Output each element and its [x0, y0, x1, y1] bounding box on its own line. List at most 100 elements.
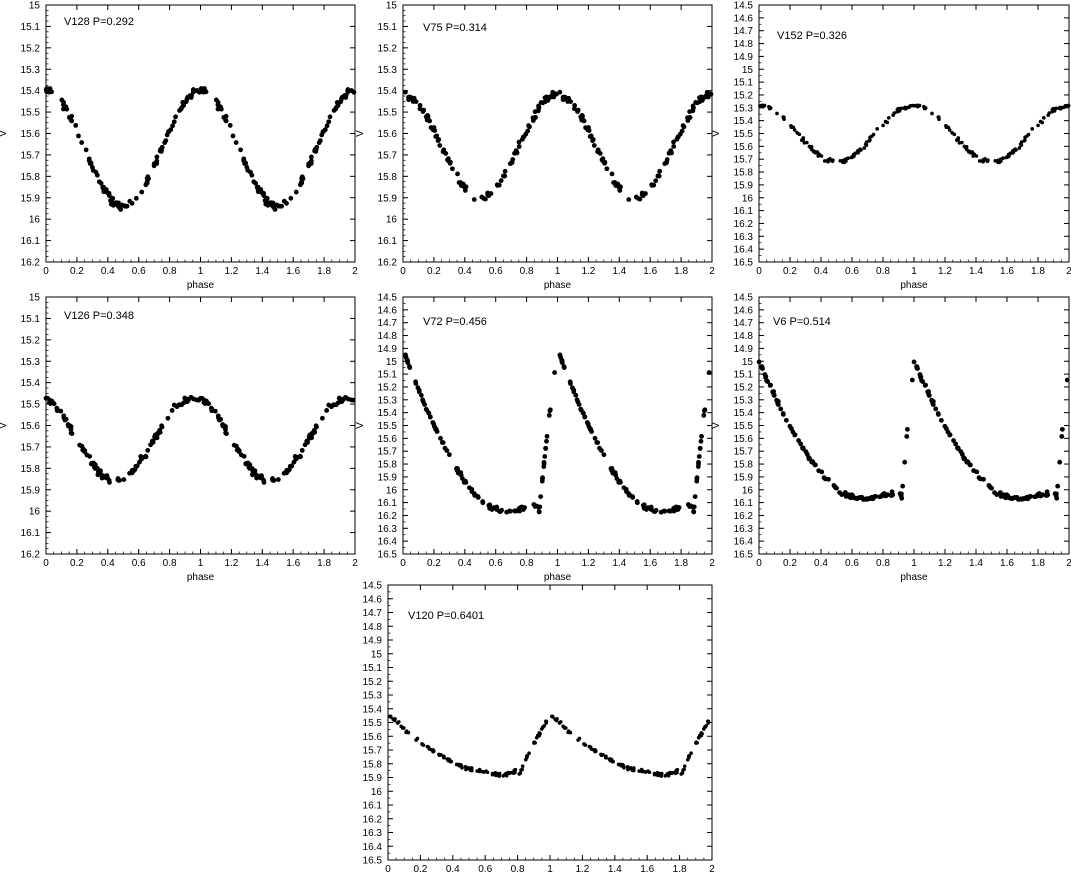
y-tick-label: 15.9: [378, 472, 398, 483]
y-tick-label: 15.1: [734, 370, 754, 381]
x-tick-label: 1.4: [612, 558, 626, 569]
data-point: [168, 127, 174, 133]
y-tick-label: 15.8: [378, 460, 398, 471]
y-tick-label: 15.8: [21, 464, 41, 475]
data-point: [591, 143, 597, 148]
data-points: [388, 714, 711, 778]
y-tick-label: 15.2: [734, 90, 754, 101]
data-point: [696, 735, 701, 740]
data-point: [178, 106, 184, 112]
data-point: [817, 152, 822, 157]
data-point: [575, 109, 580, 114]
data-point: [151, 163, 157, 169]
data-point: [333, 402, 339, 408]
x-tick-label: 1.4: [612, 266, 626, 277]
data-point: [171, 119, 177, 125]
y-tick-label: 16: [386, 215, 398, 226]
data-point: [871, 132, 876, 137]
data-point: [1019, 143, 1024, 147]
data-point: [463, 184, 469, 190]
data-point: [487, 505, 493, 511]
y-tick-label: 15.6: [21, 421, 41, 432]
data-point: [771, 393, 777, 398]
x-tick-label: 1: [198, 266, 204, 277]
data-point: [546, 412, 552, 418]
y-tick-label: 16.1: [21, 236, 41, 247]
data-point: [598, 448, 604, 453]
data-point: [543, 445, 549, 451]
panel-p6: 0 0.2 0.4 0.6 0.8 1 1.2 1.4 1.6 1.8 2 14.514.6 14.7 1…: [711, 293, 1071, 584]
data-point: [706, 720, 710, 724]
y-tick-label: 15.6: [21, 129, 41, 140]
data-point: [498, 178, 504, 184]
data-point: [771, 389, 777, 394]
y-tick-label: 16.2: [734, 511, 754, 522]
data-point: [551, 94, 557, 100]
data-point: [242, 159, 248, 165]
y-tick-label: 16.4: [363, 842, 383, 853]
data-point: [311, 430, 316, 435]
y-tick-label: 15.6: [378, 434, 398, 445]
x-tick-label: 1.4: [969, 558, 983, 569]
x-tick-label: 1.8: [317, 558, 331, 569]
x-axis-label: phase: [544, 280, 572, 291]
data-point: [227, 122, 233, 128]
data-point: [652, 509, 658, 515]
data-point: [557, 89, 563, 95]
data-point: [1064, 377, 1070, 383]
data-point: [507, 508, 513, 514]
data-point: [134, 463, 140, 469]
data-point: [170, 123, 175, 129]
data-points: [43, 86, 357, 212]
data-point: [782, 117, 786, 122]
data-point: [633, 194, 639, 200]
data-points: [43, 394, 356, 485]
x-tick-label: 1.2: [938, 558, 952, 569]
x-tick-label: 2: [1066, 266, 1071, 277]
data-point: [456, 180, 462, 185]
y-axis-label: V: [711, 422, 722, 429]
data-point: [892, 111, 897, 115]
data-point: [118, 207, 124, 212]
data-point: [691, 509, 697, 515]
y-tick-label: 15.3: [378, 65, 398, 76]
data-point: [806, 455, 812, 460]
data-point: [173, 114, 178, 120]
data-points: [403, 352, 712, 515]
data-point: [696, 459, 701, 465]
data-point: [914, 364, 920, 369]
data-point: [488, 191, 494, 196]
data-point: [536, 103, 541, 109]
data-point: [516, 139, 522, 145]
data-point: [697, 445, 703, 451]
plot-frame: [758, 296, 1070, 555]
y-tick-label: 15.8: [734, 168, 754, 179]
y-tick-label: 14.7: [734, 318, 754, 329]
y-tick-label: 15.7: [734, 447, 754, 458]
y-axis-label: V: [355, 130, 366, 137]
data-point: [495, 771, 500, 776]
data-point: [115, 477, 121, 483]
data-point: [663, 774, 668, 778]
x-tick-label: 1.8: [673, 864, 687, 875]
data-point: [76, 133, 81, 139]
x-tick-label: 0.8: [511, 864, 525, 875]
data-point: [487, 502, 493, 508]
x-tick-label: 1.2: [575, 864, 589, 875]
x-tick-label: 0.6: [489, 266, 503, 277]
data-point: [490, 772, 495, 777]
data-point: [618, 184, 623, 190]
data-point: [904, 426, 910, 432]
data-point: [850, 495, 856, 500]
y-axis-label: V: [355, 422, 366, 429]
data-point: [69, 118, 75, 124]
data-point: [961, 455, 967, 460]
y-tick-label: 16: [29, 507, 41, 518]
data-point: [930, 399, 935, 405]
data-point: [327, 114, 333, 120]
data-point: [466, 485, 472, 491]
data-point: [904, 434, 910, 439]
data-point: [1038, 493, 1044, 499]
data-point: [767, 382, 773, 388]
data-point: [562, 96, 567, 102]
